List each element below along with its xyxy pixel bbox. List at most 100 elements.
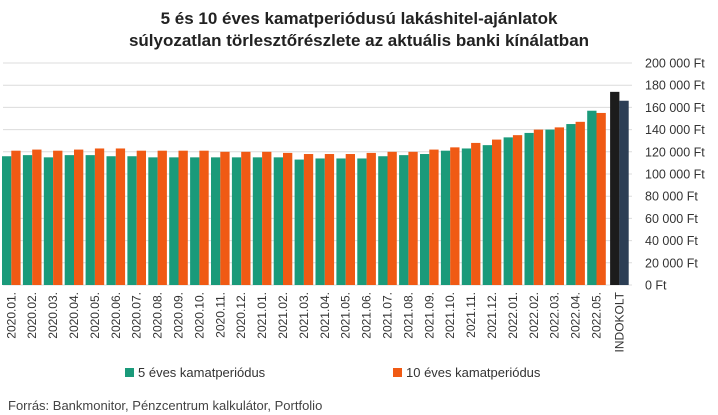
bar-5-eves <box>231 157 242 285</box>
bar-10-eves <box>241 151 251 285</box>
bar-10-eves <box>345 154 355 285</box>
y-tick-label: 100 000 Ft <box>645 168 705 182</box>
bar-10-eves <box>136 150 146 285</box>
y-axis-ticks: 0 Ft 20 000 Ft 40 000 Ft 60 000 Ft 80 000 Ft… <box>645 57 705 293</box>
bar-5-eves <box>524 132 534 285</box>
x-tick-label: 2022.02. <box>527 292 541 339</box>
bar-10-eves <box>324 154 335 285</box>
x-tick-label: 2021.04. <box>318 292 332 339</box>
x-tick-label: 2020.09. <box>172 292 186 339</box>
bar-5-eves <box>336 158 346 285</box>
bar-5-eves <box>127 156 137 285</box>
x-tick-label: 2022.03. <box>548 292 562 339</box>
bar-indokolt-5-eves <box>610 91 620 285</box>
bar-10-eves <box>512 135 523 285</box>
bar-5-eves <box>420 154 430 285</box>
bar-5-eves <box>190 157 200 285</box>
bar-5-eves <box>211 157 221 285</box>
y-tick-label: 120 000 Ft <box>645 145 705 159</box>
legend-swatch-5-eves <box>125 368 134 377</box>
x-tick-label: 2020.04. <box>67 292 81 339</box>
bars <box>2 91 629 286</box>
bar-5-eves <box>461 148 472 285</box>
bar-10-eves <box>575 121 585 285</box>
bar-5-eves <box>148 157 158 285</box>
x-tick-label: 2021.02. <box>276 292 290 339</box>
x-tick-label: 2020.01. <box>4 292 18 339</box>
bar-10-eves <box>32 149 42 285</box>
bar-5-eves <box>169 157 179 285</box>
bar-5-eves <box>64 155 74 285</box>
x-tick-label: 2020.06. <box>109 292 123 339</box>
bar-10-eves <box>157 150 167 285</box>
bar-10-eves <box>492 139 502 285</box>
x-tick-label: 2020.11. <box>213 292 227 338</box>
bar-5-eves <box>43 157 54 285</box>
bar-5-eves <box>106 156 116 285</box>
x-tick-label: 2020.03. <box>46 292 60 339</box>
bar-5-eves <box>482 145 492 285</box>
legend-label-5-eves: 5 éves kamatperiódus <box>138 365 266 380</box>
x-tick-label: 2020.02. <box>25 292 39 339</box>
bar-10-eves <box>303 154 314 285</box>
bar-5-eves <box>399 155 409 285</box>
x-tick-label: 2021.08. <box>401 292 415 339</box>
bar-5-eves <box>315 158 325 285</box>
y-tick-label: 0 Ft <box>645 279 667 293</box>
x-tick-label: 2022.05. <box>590 292 604 339</box>
bar-5-eves <box>503 137 513 285</box>
legend-swatch-10-eves <box>393 368 402 377</box>
bar-10-eves <box>115 148 126 285</box>
bar-10-eves <box>199 150 209 285</box>
x-axis-ticks: 2020.01. 2020.02. 2020.03. 2020.04. 2020.05.… <box>4 291 626 352</box>
x-tick-label: 2021.03. <box>297 292 311 339</box>
y-tick-label: 180 000 Ft <box>645 79 705 93</box>
legend: 5 éves kamatperiódus 10 éves kamatperiód… <box>125 365 541 380</box>
bar-10-eves <box>596 112 606 285</box>
x-tick-label: 2020.05. <box>88 292 102 339</box>
bar-10-eves <box>554 127 564 285</box>
bar-5-eves <box>378 156 388 285</box>
x-tick-label: 2020.08. <box>151 292 165 339</box>
bar-5-eves <box>440 150 451 285</box>
x-tick-label: 2021.06. <box>360 292 374 339</box>
x-tick-label: 2020.10. <box>192 292 206 339</box>
bar-10-eves <box>262 151 272 285</box>
y-tick-label: 40 000 Ft <box>645 234 698 248</box>
chart-title-line1: 5 és 10 éves kamatperiódusú lakáshitel-a… <box>160 9 558 28</box>
x-tick-label: 2020.12. <box>234 292 248 339</box>
x-tick-label: 2021.05. <box>339 292 353 339</box>
y-tick-label: 140 000 Ft <box>645 123 705 137</box>
bar-indokolt-10-eves <box>619 100 629 286</box>
bar-5-eves <box>252 157 263 285</box>
x-tick-label: 2021.10. <box>443 292 457 339</box>
chart-title: 5 és 10 éves kamatperiódusú lakáshitel-a… <box>0 8 718 52</box>
bar-5-eves <box>587 110 597 285</box>
bar-10-eves <box>471 142 481 285</box>
bar-10-eves <box>11 150 21 285</box>
bar-10-eves <box>387 151 397 285</box>
bar-5-eves <box>85 155 95 285</box>
chart-title-line2: súlyozatlan törlesztőrészlete az aktuáli… <box>128 31 590 50</box>
bar-10-eves <box>94 148 105 285</box>
bar-10-eves <box>533 129 544 285</box>
y-tick-label: 160 000 Ft <box>645 101 705 115</box>
bar-10-eves <box>450 147 460 285</box>
bar-10-eves <box>74 149 84 285</box>
bar-10-eves <box>220 151 230 285</box>
bar-5-eves <box>357 158 367 285</box>
x-tick-label: 2021.01. <box>255 292 269 339</box>
x-tick-label: 2021.11. <box>464 292 478 338</box>
y-tick-label: 20 000 Ft <box>645 256 698 270</box>
x-tick-label: 2021.07. <box>381 292 395 339</box>
bar-5-eves <box>273 157 283 285</box>
bar-5-eves <box>22 155 33 285</box>
bar-10-eves <box>408 151 418 285</box>
bar-5-eves <box>2 156 12 285</box>
bar-10-eves <box>53 150 63 285</box>
x-tick-label: 2020.07. <box>130 292 144 339</box>
x-tick-label-indokolt: INDOKOLT <box>612 291 626 352</box>
bar-5-eves <box>545 129 555 285</box>
bar-5-eves <box>566 124 576 285</box>
